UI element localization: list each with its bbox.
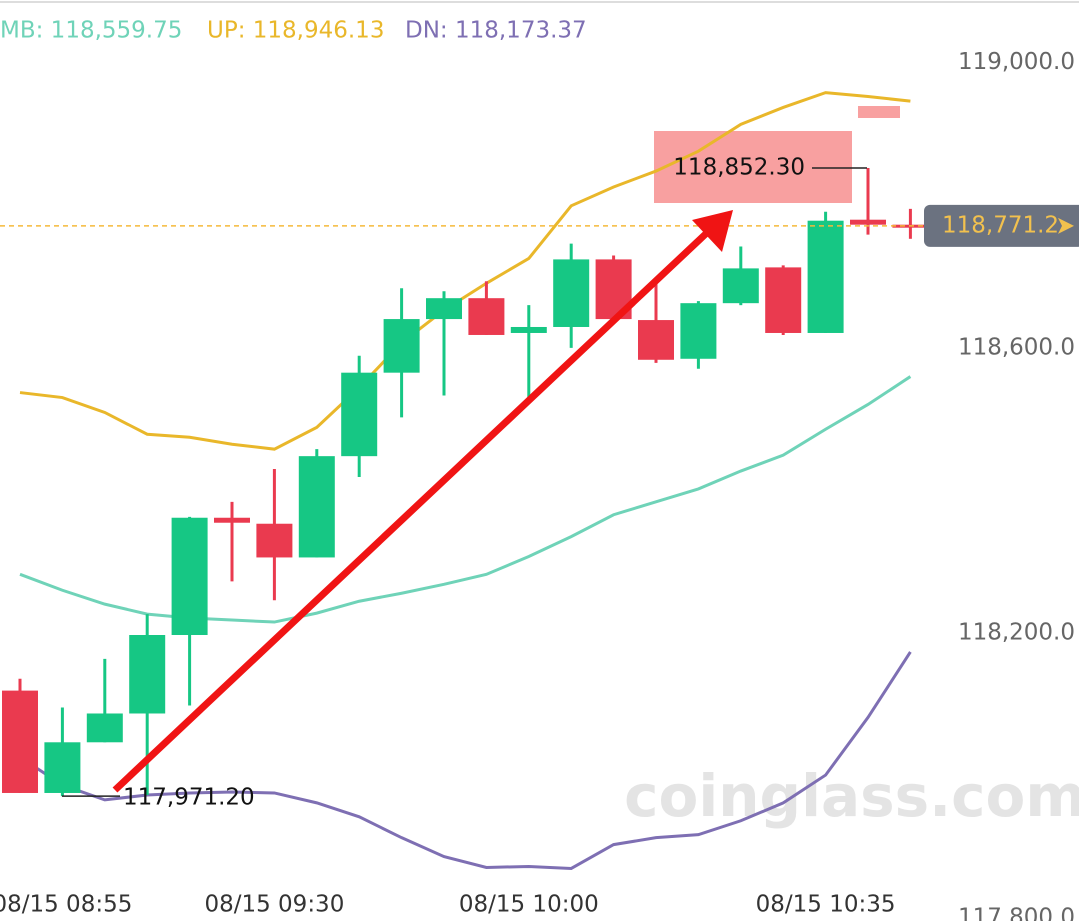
legend-entry: MB: 118,559.75 (0, 18, 182, 44)
candle-body (129, 635, 166, 714)
candle-body (468, 298, 505, 335)
candle-body (426, 298, 462, 320)
trend-arrow (112, 225, 715, 793)
annotation-label: 118,852.30 (673, 155, 805, 181)
highlight-box (654, 131, 852, 203)
candle-body (553, 259, 590, 327)
candle-body (86, 713, 123, 743)
candle-body (638, 320, 674, 360)
candle-body (214, 517, 250, 523)
trend-arrow-head (692, 210, 733, 252)
candle-body (680, 303, 717, 359)
band-line (19, 375, 912, 624)
x-tick-label: 08/15 09:30 (204, 892, 344, 918)
y-tick-label: 117,800.0 (958, 905, 1075, 921)
y-tick-label: 118,600.0 (958, 334, 1075, 360)
band-line (19, 91, 911, 451)
candle-body (171, 517, 208, 636)
x-tick-label: 08/15 08:55 (0, 892, 132, 918)
candle-body (383, 319, 420, 373)
candle-body (765, 267, 802, 333)
candle-body (256, 523, 293, 558)
candle-body (510, 326, 547, 333)
candle-body (850, 219, 886, 225)
legend-entry: UP: 118,946.13 (207, 18, 384, 44)
candle-body (807, 220, 844, 333)
y-tick-label: 119,000.0 (958, 49, 1075, 75)
annotation-label: 117,971.20 (123, 785, 255, 811)
legend-entry: DN: 118,173.37 (405, 18, 587, 44)
y-tick-label: 118,200.0 (958, 620, 1075, 646)
marker-box (858, 106, 900, 118)
candle-body (722, 268, 759, 304)
x-tick-label: 08/15 10:35 (756, 892, 896, 918)
candle-body (44, 742, 81, 793)
price-tag (924, 204, 1079, 247)
candle-body (298, 456, 335, 558)
band-line (19, 651, 912, 870)
candle-body (341, 372, 378, 457)
watermark: coinglass.com (624, 762, 1079, 830)
candle-body (2, 690, 38, 793)
current-price-label: 118,771.2 (942, 212, 1059, 238)
x-tick-label: 08/15 10:00 (459, 892, 599, 918)
price-arrow (1058, 217, 1074, 234)
